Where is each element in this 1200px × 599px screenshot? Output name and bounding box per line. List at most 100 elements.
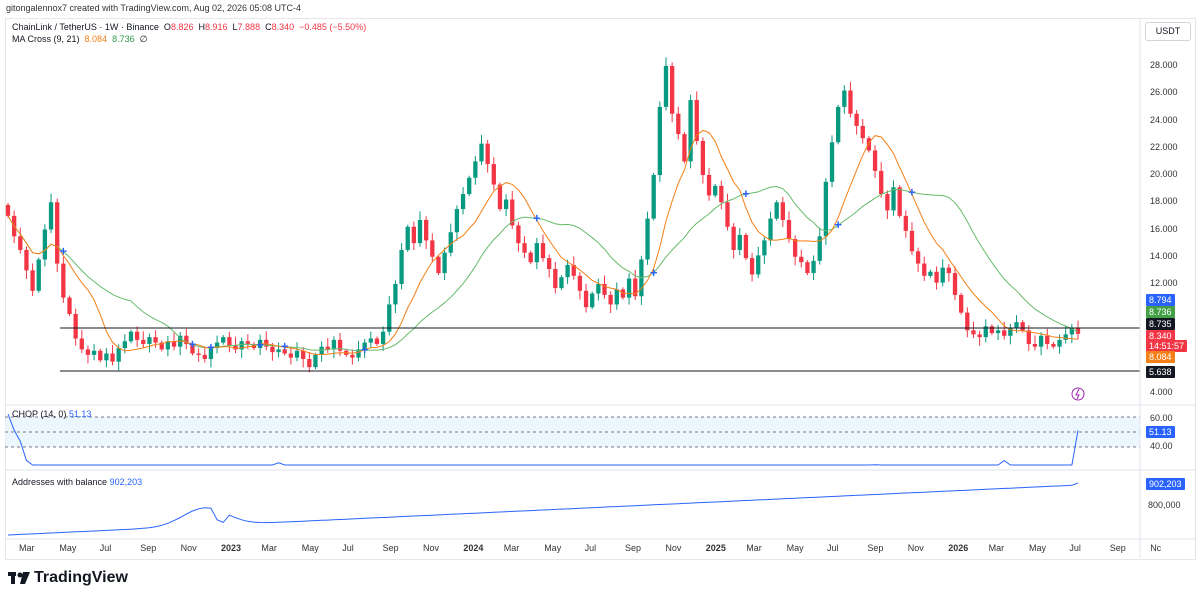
candle-body: [294, 350, 300, 358]
open-label: O: [163, 22, 171, 32]
candle-body: [965, 312, 970, 331]
chop-legend[interactable]: CHOP (14, 0) 51.13: [12, 409, 91, 419]
addresses-line: [7, 482, 1079, 536]
candle-body: [184, 335, 189, 344]
candle-body: [725, 202, 730, 227]
price-axis-tick: 16.000: [1150, 223, 1178, 234]
candle-body: [651, 175, 656, 219]
candle-body: [522, 243, 527, 253]
price-axis-tick: 18.000: [1150, 196, 1178, 207]
candle-body: [165, 341, 171, 350]
candle-body: [85, 349, 91, 355]
candle-body: [866, 138, 872, 151]
candle-body: [442, 252, 447, 274]
low-value: 7.888: [237, 22, 261, 32]
candle-body: [897, 187, 902, 216]
time-axis-tick: Mar: [19, 543, 35, 553]
time-axis-tick: 2025: [705, 543, 726, 553]
price-tag-8735: 8.735: [1146, 318, 1175, 330]
time-axis-tick: 2023: [221, 543, 242, 553]
candle-body: [786, 219, 792, 240]
candle-body: [817, 236, 822, 261]
addresses-legend[interactable]: Addresses with balance 902,203: [12, 477, 142, 487]
ma-cross-marker: +: [60, 244, 68, 259]
candle-body: [811, 260, 816, 274]
candle-body: [393, 284, 398, 305]
time-axis-tick: Jul: [342, 543, 354, 553]
candle-body: [534, 243, 540, 263]
candle-body: [497, 184, 503, 210]
chart-credit: gitongalennox7 created with TradingView.…: [6, 3, 302, 13]
price-axis-tick: 22.000: [1150, 141, 1178, 152]
candle-body: [313, 354, 318, 368]
candle-body: [319, 346, 324, 355]
time-axis-tick: Mar: [988, 543, 1005, 553]
chop-axis-60: 60.00: [1150, 413, 1173, 423]
time-axis-tick: Nov: [907, 543, 924, 553]
time-axis-tick: Jul: [584, 543, 597, 553]
candle-body: [1014, 322, 1019, 328]
candle-body: [577, 275, 583, 291]
time-axis-tick: Jul: [1069, 543, 1081, 553]
ma-cross-marker: +: [834, 217, 842, 232]
candle-body: [995, 330, 1001, 334]
price-axis-tick: 20.000: [1150, 169, 1178, 179]
price-axis-tick: 28.000: [1150, 60, 1178, 70]
candle-body: [350, 354, 355, 358]
candle-body: [829, 142, 835, 182]
candle-body: [159, 342, 164, 350]
candle-body: [854, 113, 859, 126]
chop-value: 51.13: [68, 409, 92, 419]
price-axis-tick: 4.000: [1150, 387, 1173, 397]
price-tag-5638: 5.638: [1146, 366, 1175, 378]
price-axis-tick: 12.000: [1150, 278, 1178, 288]
candle-body: [989, 326, 995, 334]
ma-fast-value: 8.084: [84, 34, 108, 44]
addresses-tag: 902,203: [1146, 478, 1185, 490]
candle-body: [233, 345, 238, 350]
candle-body: [264, 339, 269, 347]
candle-body: [36, 259, 41, 291]
candle-body: [79, 338, 84, 350]
candle-body: [559, 277, 564, 289]
time-axis-tick: Nc: [1150, 543, 1162, 553]
candle-body: [1002, 330, 1007, 336]
candle-body: [706, 175, 712, 196]
candle-body: [614, 289, 619, 305]
candle-body: [356, 349, 361, 358]
time-axis-tick: Sep: [382, 543, 399, 553]
candle-body: [190, 343, 195, 354]
time-axis-tick: May: [786, 543, 804, 553]
candle-body: [270, 346, 275, 353]
ma-cross-legend[interactable]: MA Cross (9, 21) 8.084 8.736 ∅: [12, 34, 147, 45]
candle-body: [626, 278, 632, 298]
currency-button[interactable]: USDT: [1145, 22, 1191, 41]
candle-body: [387, 304, 392, 332]
lightning-icon: [1071, 387, 1085, 401]
candle-body: [645, 218, 650, 260]
candle-body: [405, 226, 410, 250]
candle-body: [301, 350, 306, 359]
change-value: −0.485 (−5.50%): [299, 22, 367, 32]
candle-body: [1069, 327, 1075, 335]
candle-body: [688, 100, 693, 162]
candle-body: [42, 229, 48, 260]
candle-body: [430, 240, 435, 257]
ma-cross-label: MA Cross (9, 21): [12, 34, 80, 44]
candle-body: [1063, 334, 1068, 340]
time-axis-tick: Jul: [827, 543, 839, 553]
price-tag-8736: 8.736: [1146, 306, 1175, 318]
candle-body: [110, 353, 115, 362]
candle-body: [879, 170, 884, 195]
chop-axis-40: 40.00: [1150, 441, 1173, 451]
candle-body: [467, 177, 472, 195]
candle-body: [399, 249, 404, 284]
candle-body: [737, 234, 742, 250]
symbol-legend[interactable]: ChainLink / TetherUS · 1W · Binance O8.8…: [12, 22, 366, 32]
candle-body: [946, 267, 952, 274]
tradingview-logo[interactable]: TradingView: [8, 569, 128, 587]
candle-body: [590, 293, 595, 308]
candle-body: [122, 341, 127, 349]
candle-body: [657, 106, 662, 175]
